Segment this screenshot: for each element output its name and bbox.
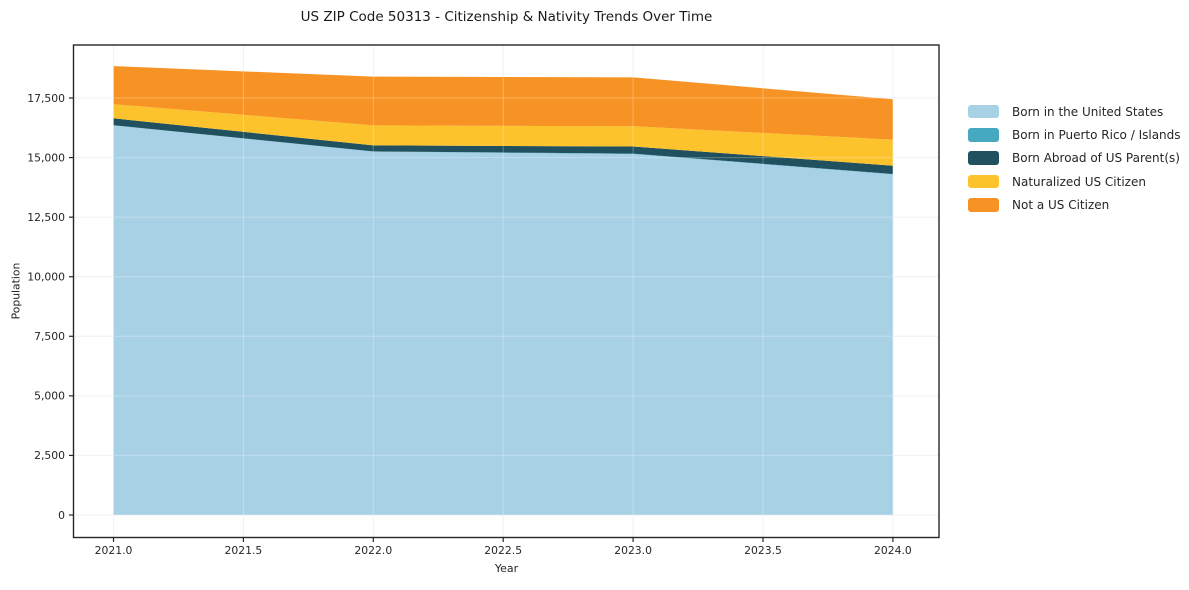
legend-swatch-icon: [968, 151, 999, 165]
y-tick-label: 17,500: [27, 92, 65, 105]
legend-swatch-icon: [968, 198, 999, 212]
legend-label: Not a US Citizen: [1012, 197, 1110, 212]
legend-label: Born Abroad of US Parent(s): [1012, 151, 1180, 166]
area-series-0: [113, 125, 893, 516]
x-tick-label: 2023.5: [744, 544, 782, 557]
area-series-2: [113, 118, 893, 174]
x-tick-label: 2022.0: [354, 544, 392, 557]
x-tick-label: 2021.0: [95, 544, 133, 557]
area-series-4: [113, 66, 893, 140]
axes-frame: [72, 44, 940, 539]
legend-label: Naturalized US Citizen: [1012, 174, 1146, 189]
y-tick-label: 5,000: [34, 390, 65, 403]
legend-swatch-icon: [968, 174, 999, 189]
legend-item: Naturalized US Citizen: [968, 170, 1181, 193]
legend-item: Born Abroad of US Parent(s): [968, 147, 1181, 170]
legend-label: Born in the United States: [1012, 104, 1164, 119]
legend: Born in the United States Born in Puerto …: [968, 100, 1181, 216]
legend-item: Born in the United States: [968, 100, 1181, 123]
x-tick-label: 2022.5: [484, 544, 522, 557]
legend-swatch-icon: [968, 104, 999, 119]
x-axis-label: Year: [494, 562, 519, 575]
x-tick-label: 2023.0: [614, 544, 652, 557]
x-tick-label: 2024.0: [874, 544, 912, 557]
y-tick-label: 10,000: [27, 271, 65, 284]
x-tick-label: 2021.5: [225, 544, 263, 557]
legend-item: Not a US Citizen: [968, 193, 1181, 216]
legend-label: Born in Puerto Rico / Islands: [1012, 127, 1181, 142]
legend-swatch-icon: [968, 128, 999, 142]
y-axis-label: Population: [9, 262, 23, 320]
y-tick-label: 15,000: [27, 151, 65, 164]
chart-title: US ZIP Code 50313 - Citizenship & Nativi…: [300, 9, 713, 25]
y-tick-label: 7,500: [34, 330, 65, 343]
y-tick-label: 2,500: [34, 449, 65, 462]
area-series-3: [113, 104, 893, 166]
y-tick-label: 0: [58, 509, 65, 522]
y-tick-label: 12,500: [27, 211, 65, 224]
legend-item: Born in Puerto Rico / Islands: [968, 123, 1181, 146]
